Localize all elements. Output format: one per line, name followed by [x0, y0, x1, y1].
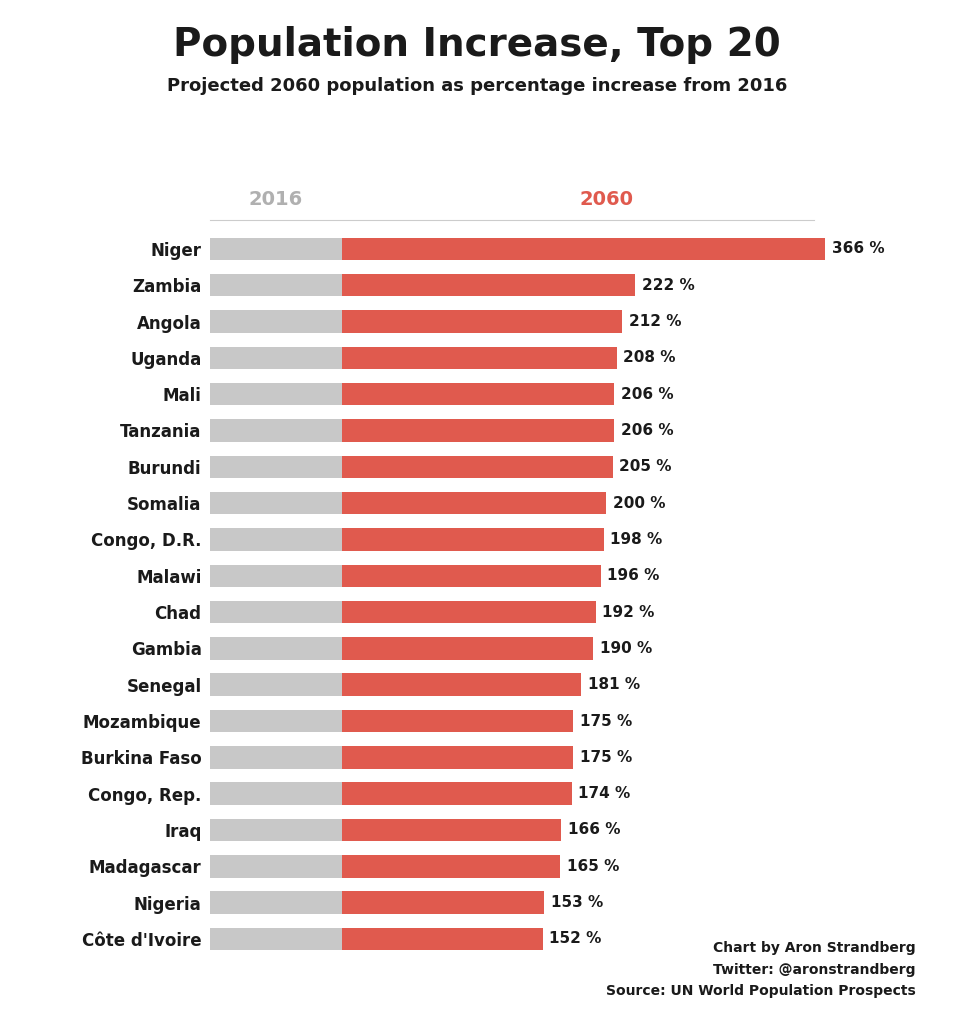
Text: Projected 2060 population as percentage increase from 2016: Projected 2060 population as percentage …: [167, 77, 786, 95]
Text: 2060: 2060: [578, 189, 633, 209]
Bar: [341, 274, 635, 297]
Bar: [210, 528, 341, 551]
Bar: [341, 674, 580, 696]
Text: 196 %: 196 %: [607, 568, 659, 584]
Bar: [210, 456, 341, 478]
Bar: [341, 492, 605, 514]
Bar: [341, 928, 542, 950]
Bar: [210, 383, 341, 406]
Bar: [210, 928, 341, 950]
Bar: [210, 710, 341, 732]
Text: 200 %: 200 %: [612, 496, 664, 511]
Bar: [210, 601, 341, 624]
Bar: [341, 238, 824, 260]
Bar: [210, 274, 341, 297]
Bar: [210, 637, 341, 659]
Bar: [210, 746, 341, 769]
Bar: [210, 346, 341, 369]
Bar: [341, 637, 593, 659]
Text: 205 %: 205 %: [618, 460, 671, 474]
Text: 152 %: 152 %: [549, 932, 601, 946]
Text: 165 %: 165 %: [566, 859, 618, 873]
Bar: [210, 419, 341, 441]
Text: 366 %: 366 %: [831, 242, 883, 256]
Bar: [341, 710, 573, 732]
Text: 198 %: 198 %: [610, 531, 661, 547]
Text: 212 %: 212 %: [628, 314, 680, 329]
Bar: [210, 891, 341, 913]
Text: 175 %: 175 %: [579, 750, 631, 765]
Text: 181 %: 181 %: [587, 677, 639, 692]
Bar: [341, 601, 595, 624]
Bar: [341, 782, 571, 805]
Bar: [210, 782, 341, 805]
Text: 222 %: 222 %: [641, 278, 694, 293]
Bar: [341, 310, 621, 333]
Text: 206 %: 206 %: [620, 423, 673, 438]
Text: Chart by Aron Strandberg
Twitter: @aronstrandberg
Source: UN World Population Pr: Chart by Aron Strandberg Twitter: @arons…: [605, 941, 915, 998]
Bar: [341, 746, 573, 769]
Text: 175 %: 175 %: [579, 714, 631, 728]
Bar: [341, 528, 603, 551]
Text: 208 %: 208 %: [622, 350, 675, 366]
Bar: [341, 891, 543, 913]
Text: 192 %: 192 %: [601, 604, 654, 620]
Text: 166 %: 166 %: [567, 822, 619, 838]
Bar: [210, 674, 341, 696]
Text: 206 %: 206 %: [620, 387, 673, 401]
Bar: [341, 564, 600, 587]
Bar: [210, 819, 341, 842]
Text: 174 %: 174 %: [578, 786, 630, 801]
Bar: [341, 819, 560, 842]
Bar: [210, 855, 341, 878]
Bar: [210, 310, 341, 333]
Bar: [341, 419, 614, 441]
Text: 190 %: 190 %: [598, 641, 651, 656]
Bar: [341, 456, 612, 478]
Bar: [210, 564, 341, 587]
Bar: [341, 855, 559, 878]
Bar: [210, 492, 341, 514]
Bar: [341, 383, 614, 406]
Bar: [341, 346, 616, 369]
Text: 2016: 2016: [249, 189, 303, 209]
Text: 153 %: 153 %: [550, 895, 602, 910]
Text: Population Increase, Top 20: Population Increase, Top 20: [172, 26, 781, 63]
Bar: [210, 238, 341, 260]
